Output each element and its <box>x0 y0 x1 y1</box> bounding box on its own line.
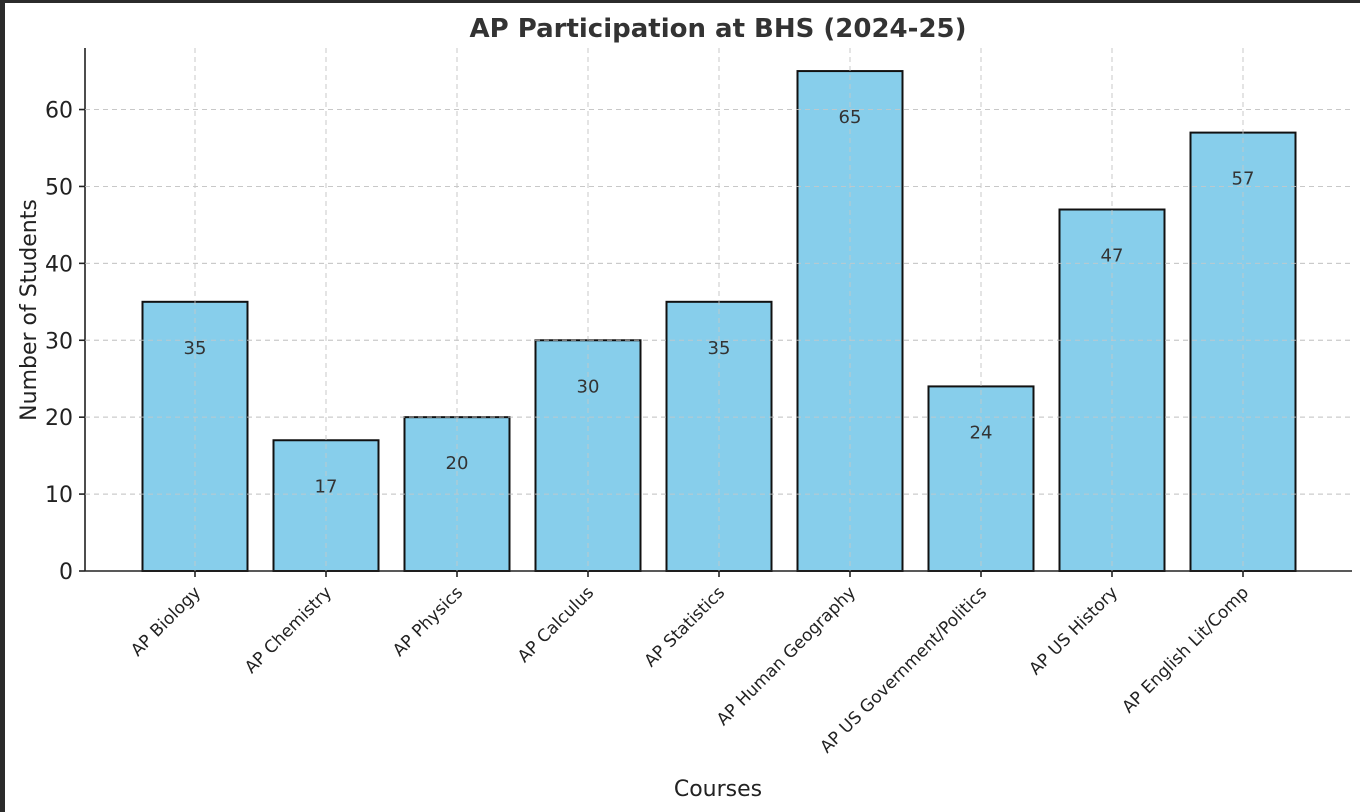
y-tick-labels: 0 10 20 30 40 50 60 <box>45 99 85 585</box>
y-tick-label: 30 <box>45 329 73 354</box>
bar <box>1189 131 1297 572</box>
data-labels: 35 17 20 30 35 65 24 47 57 <box>85 48 1352 571</box>
y-tick-label: 10 <box>45 483 73 508</box>
window-edge-left <box>0 0 5 812</box>
y-tick-label: 0 <box>59 560 73 585</box>
window-edge-top <box>0 0 1360 3</box>
chart-title: AP Participation at BHS (2024-25) <box>469 14 966 44</box>
y-tick-label: 50 <box>45 175 73 200</box>
data-label: 24 <box>970 422 993 443</box>
y-tick-label: 60 <box>45 99 73 124</box>
data-label: 17 <box>315 476 338 497</box>
x-axis-title: Courses <box>674 777 762 802</box>
data-label: 35 <box>708 338 731 359</box>
y-tick-label: 20 <box>45 406 73 431</box>
y-axis-title: Number of Students <box>17 199 42 421</box>
bar <box>272 439 380 572</box>
data-label: 35 <box>184 338 207 359</box>
data-label: 65 <box>839 107 862 128</box>
data-label: 30 <box>577 376 600 397</box>
y-tick-label: 40 <box>45 252 73 277</box>
data-label: 20 <box>446 453 469 474</box>
data-label: 47 <box>1101 246 1124 267</box>
data-label: 57 <box>1232 169 1255 190</box>
